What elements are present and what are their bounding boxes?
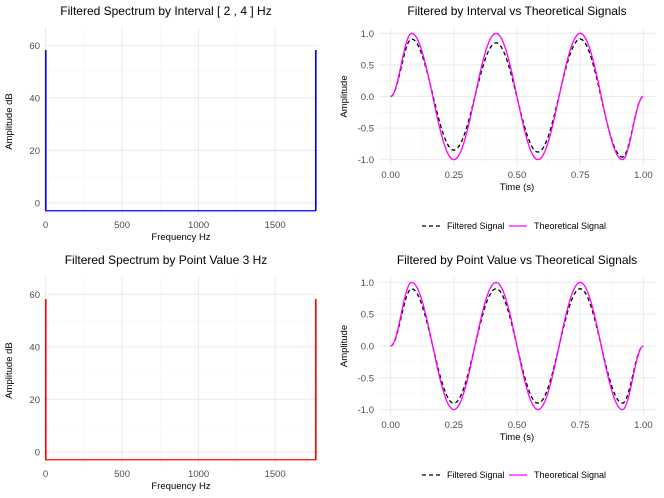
chart-panel-4: 0.00 0.25 0.50 0.75 1.00 -1.0 -0.5 0.0 0.5 1.0 Fil… <box>339 253 656 480</box>
x-tick-label: 1500 <box>265 469 286 480</box>
y-tick-label: 0.0 <box>361 342 374 353</box>
y-tick-label: 20 <box>29 395 40 406</box>
y-tick-label: 40 <box>29 342 40 353</box>
y-tick-label: 0 <box>35 198 40 209</box>
y-axis-label: Amplitude <box>339 325 350 367</box>
y-tick-label: 0 <box>35 447 40 458</box>
chart-title: Filtered Spectrum by Interval [ 2 , 4 ] … <box>60 4 271 18</box>
y-tick-label: 60 <box>29 41 40 52</box>
x-axis-label: Frequency Hz <box>151 481 210 492</box>
x-tick-label: 500 <box>114 220 130 231</box>
y-tick-label: 0.5 <box>361 60 374 71</box>
chart-title: Filtered by Interval vs Theoretical Sign… <box>407 4 626 18</box>
series-line-2 <box>390 281 644 411</box>
series-line-1 <box>44 50 317 212</box>
x-tick-label: 0.00 <box>381 420 400 431</box>
x-tick-label: 1000 <box>188 220 209 231</box>
x-tick-label: 0 <box>43 220 48 231</box>
y-tick-label: 1.0 <box>361 278 374 289</box>
chart-panel-3: 0 500 1000 1500 0 20 40 60 Filtered Spectrum by … <box>4 253 318 492</box>
x-axis-label: Time (s) <box>500 432 534 443</box>
x-tick-label: 0 <box>43 469 48 480</box>
y-axis-label: Amplitude dB <box>4 93 15 150</box>
legend: Filtered Signal Theoretical Signal <box>422 221 606 231</box>
legend-label-1: Filtered Signal <box>447 470 505 480</box>
x-tick-label: 1000 <box>188 469 209 480</box>
y-axis-label: Amplitude dB <box>4 342 15 399</box>
y-tick-label: -0.5 <box>358 373 374 384</box>
x-tick-label: 0.25 <box>445 420 464 431</box>
x-tick-label: 0.75 <box>571 420 590 431</box>
x-axis-label: Frequency Hz <box>151 232 210 243</box>
y-tick-label: -1.0 <box>358 155 374 166</box>
y-tick-label: 1.0 <box>361 29 374 40</box>
y-axis-label: Amplitude <box>339 75 350 117</box>
series-line-1 <box>390 38 644 158</box>
y-tick-label: 20 <box>29 146 40 157</box>
x-tick-label: 0.25 <box>445 170 464 181</box>
x-tick-label: 500 <box>114 469 130 480</box>
y-tick-label: -0.5 <box>358 124 374 135</box>
x-tick-label: 0.75 <box>571 170 590 181</box>
y-tick-label: -1.0 <box>358 405 374 416</box>
y-tick-label: 60 <box>29 290 40 301</box>
x-tick-label: 0.00 <box>381 170 400 181</box>
x-tick-label: 1.00 <box>634 420 653 431</box>
chart-title: Filtered by Point Value vs Theoretical S… <box>397 253 637 267</box>
chart-title: Filtered Spectrum by Point Value 3 Hz <box>65 253 268 267</box>
legend: Filtered Signal Theoretical Signal <box>422 470 606 480</box>
series-line-1 <box>44 299 317 461</box>
x-tick-label: 0.50 <box>508 170 527 181</box>
x-axis-label: Time (s) <box>500 182 534 193</box>
series-line-2 <box>390 32 644 161</box>
chart-panel-2: 0.00 0.25 0.50 0.75 1.00 -1.0 -0.5 0.0 0.5 1.0 Fil… <box>339 4 656 231</box>
x-tick-label: 1500 <box>265 220 286 231</box>
legend-label-2: Theoretical Signal <box>534 221 606 231</box>
x-tick-label: 0.50 <box>508 420 527 431</box>
y-tick-label: 0.5 <box>361 310 374 321</box>
chart-panel-1: 0 500 1000 1500 0 20 40 60 Filtered Spectrum by … <box>4 4 318 243</box>
y-tick-label: 0.0 <box>361 92 374 103</box>
legend-label-1: Filtered Signal <box>447 221 505 231</box>
x-tick-label: 1.00 <box>634 170 653 181</box>
y-tick-label: 40 <box>29 93 40 104</box>
legend-label-2: Theoretical Signal <box>534 470 606 480</box>
